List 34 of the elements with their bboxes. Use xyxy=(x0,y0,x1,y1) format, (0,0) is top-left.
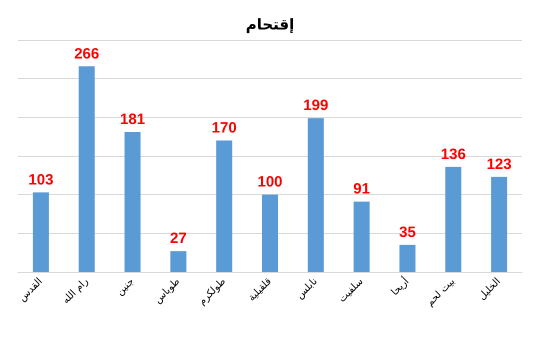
bar xyxy=(32,192,49,272)
x-tick-label: الخليل xyxy=(476,276,503,302)
bar xyxy=(491,176,508,272)
x-tick-label: جنين xyxy=(114,276,136,298)
data-label: 27 xyxy=(170,230,187,248)
data-label: 199 xyxy=(303,97,328,114)
bar xyxy=(124,132,141,272)
data-label: 100 xyxy=(257,174,283,191)
x-tick-label: قلقيلية xyxy=(246,276,274,304)
bar xyxy=(78,66,95,272)
chart-title: إقتحام xyxy=(246,16,294,34)
bar xyxy=(170,251,186,272)
data-label: 103 xyxy=(28,171,54,188)
x-tick-label: طولكرم xyxy=(196,276,228,308)
data-label: 35 xyxy=(399,224,416,241)
data-label: 266 xyxy=(74,45,100,62)
x-tick-label: بيت لحم xyxy=(424,276,458,309)
data-label: 123 xyxy=(486,156,512,173)
bar xyxy=(262,194,278,272)
x-tick-label: سلفيت xyxy=(336,276,366,305)
bar xyxy=(216,140,232,272)
x-tick-label: طوباس xyxy=(152,276,182,306)
bar xyxy=(308,118,324,272)
data-label: 136 xyxy=(440,146,466,163)
data-label: 181 xyxy=(120,111,146,128)
bar xyxy=(445,166,462,272)
data-label: 91 xyxy=(353,180,370,198)
bar xyxy=(354,202,370,272)
data-label: 170 xyxy=(212,120,237,137)
x-tick-label: رام الله xyxy=(60,276,91,306)
x-tick-label: أريحا xyxy=(388,274,412,298)
x-tick-label: القدس xyxy=(17,276,45,304)
x-tick-label: نابلس xyxy=(294,276,320,302)
bar xyxy=(399,244,416,272)
